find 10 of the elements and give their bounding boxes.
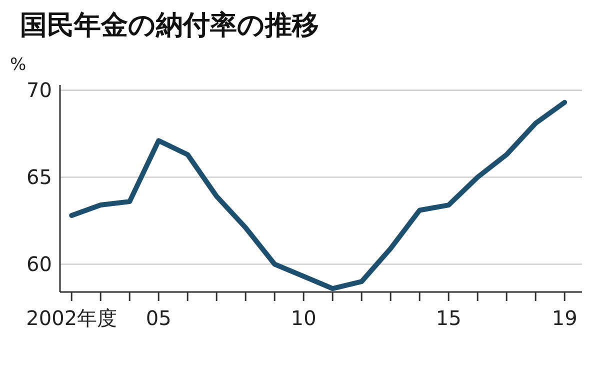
x-tick-label: 15 bbox=[436, 306, 462, 330]
x-tick-label: 2002年度 bbox=[26, 306, 118, 330]
x-tick-label: 10 bbox=[290, 306, 316, 330]
x-tick-label: 19 bbox=[552, 306, 578, 330]
x-tick-label: 05 bbox=[146, 306, 172, 330]
y-axis-title: % bbox=[10, 55, 26, 75]
y-tick-label: 65 bbox=[26, 165, 52, 190]
chart-title: 国民年金の納付率の推移 bbox=[20, 10, 319, 41]
y-tick-label: 70 bbox=[26, 78, 52, 102]
y-tick-label: 60 bbox=[26, 252, 52, 276]
